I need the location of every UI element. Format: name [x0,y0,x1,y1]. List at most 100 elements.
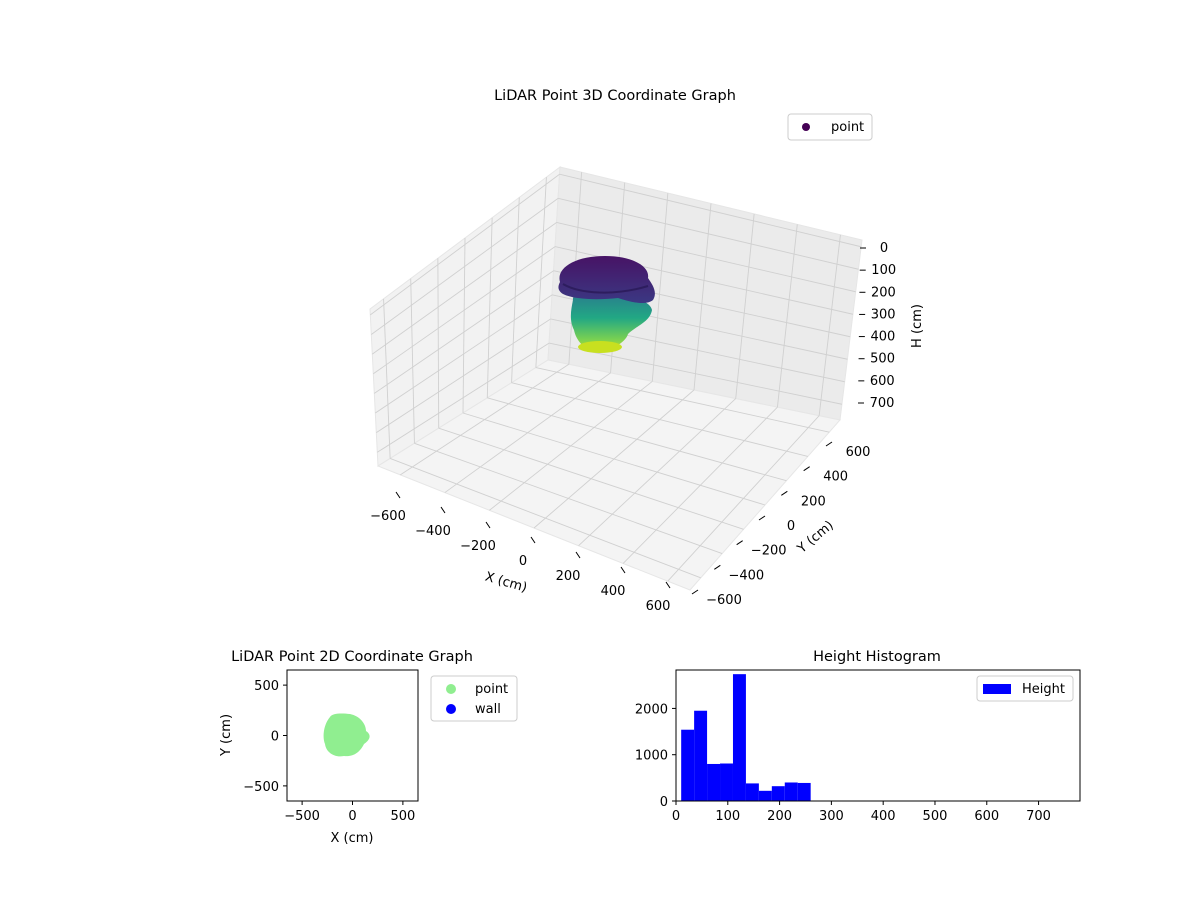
y-tick-label: −200 [751,544,787,559]
grid-line-x-vertical [735,213,755,399]
x-axis-label: X (cm) [483,569,528,595]
z-tick-label: 700 [870,396,895,411]
y-tick-label: 200 [801,494,826,509]
grid-line-y [444,372,611,493]
grid-line-z-left [377,342,550,453]
histogram-bar [720,763,733,801]
grid-3d [370,172,862,582]
grid-line-y [489,381,653,511]
histogram-xtick-label: 500 [923,809,948,824]
legend-2d: point wall [430,675,518,722]
grid-line-z-left [372,222,557,355]
lower-cluster-base [578,341,622,353]
grid-line-z-left [370,173,560,316]
y-tick-mark [691,589,699,595]
histogram-ticks: 0 100 200 300 400 500 600 700 0 1000 2000 [635,702,1051,824]
x-tick-mark [665,581,671,589]
legend-point-marker [446,684,456,694]
lower-cluster [570,290,652,352]
histogram-ytick-label: 0 [660,795,668,810]
plot-2d-xtick-label: 500 [390,809,415,824]
legend-3d-label: point [831,120,864,135]
plot-2d: LiDAR Point 2D Coordinate Graph −500 0 500… [219,649,518,846]
x-tick-label: −600 [370,509,406,524]
z-tick-label: 100 [871,263,896,278]
y-tick-label: −600 [706,593,742,608]
grid-line-y-vertical [511,197,520,383]
grid-line-z-left [375,294,553,414]
histogram-ytick-label: 1000 [635,749,668,764]
histogram-frame [675,669,1081,802]
grid-line-y [400,363,570,476]
histogram-bar [758,790,772,801]
z-axis-label: H (cm) [910,304,925,348]
z-tick-label: 500 [870,352,895,367]
histogram-bar [771,786,785,801]
plot-2d-xtick-label: 0 [348,809,356,824]
y-tick-mark [758,515,766,521]
x-tick-mark [530,536,536,544]
histogram-bar [732,674,746,801]
grid-line-z-left [371,197,559,335]
x-tick-label: −200 [460,539,496,554]
plot-2d-xtick-label: −500 [284,809,320,824]
x-tick-label: 400 [601,584,626,599]
legend-wall-label: wall [475,702,501,717]
x-tick-label: −400 [415,524,451,539]
grid-line-z-back [548,342,843,405]
x-tick-label: 600 [646,599,671,614]
y-tick-mark [825,441,833,447]
plot-2d-ytick-label: 500 [254,679,279,694]
grid-line-x-vertical [693,203,712,391]
y-tick-label: −400 [728,568,764,583]
x-tick-mark [575,551,581,559]
y-tick-label: 600 [846,445,871,460]
legend-wall-marker [446,704,456,714]
histogram-bar [707,763,721,801]
z-tick-label: 300 [871,307,896,322]
histogram-xtick-label: 200 [767,809,792,824]
x-tick-mark [440,506,446,514]
floor-pane [376,359,841,591]
histogram-xtick-label: 600 [974,809,999,824]
grid-line-y [533,389,695,529]
grid-line-x-vertical [651,193,669,382]
legend-3d-box [787,113,873,141]
y-axis-label: Y (cm) [794,518,837,557]
y-tick-labels: −600 −400 −2000 200 400 600 [691,441,871,608]
legend-hist-box [976,675,1074,702]
plot-2d-title: LiDAR Point 2D Coordinate Graph [231,649,473,665]
grid-line-y-vertical [383,298,391,459]
grid-line-x-vertical [818,234,841,416]
histogram-title: Height Histogram [813,649,941,665]
y-tick-mark [781,490,788,496]
x-tick-label: 0 [519,554,527,569]
grid-line-z-left [373,246,556,375]
grid-line-y [622,406,778,564]
z-tick-label: 0 [880,241,888,256]
grid-line-y-vertical [410,278,415,444]
point-region [323,713,370,757]
y-tick-mark [803,466,810,472]
grid-line-y [667,415,820,582]
x-tick-mark [620,566,626,574]
height-histogram: Height Histogram 0 100 200 300 400 500 600 7000… [635,649,1081,824]
histogram-ytick-label: 2000 [635,702,668,717]
grid-line-y-vertical [462,237,466,414]
grid-line-y-vertical [486,217,493,398]
legend-hist-label: Height [1022,682,1065,697]
histogram-bar [681,729,695,801]
grid-line-y [578,398,737,547]
grid-line-z-back [556,222,856,293]
plot-2d-ytick-label: 0 [271,730,279,745]
histogram-bar [784,782,798,801]
grid-line-y-vertical [437,258,440,429]
histogram-xtick-label: 400 [871,809,896,824]
plot-2d-ytick-label: −500 [243,780,279,795]
point-cloud [558,256,655,353]
z-tick-label: 200 [871,285,896,300]
upper-cluster-rim [562,283,649,294]
legend-3d: point [787,113,873,141]
grid-line-x-vertical [776,224,798,408]
